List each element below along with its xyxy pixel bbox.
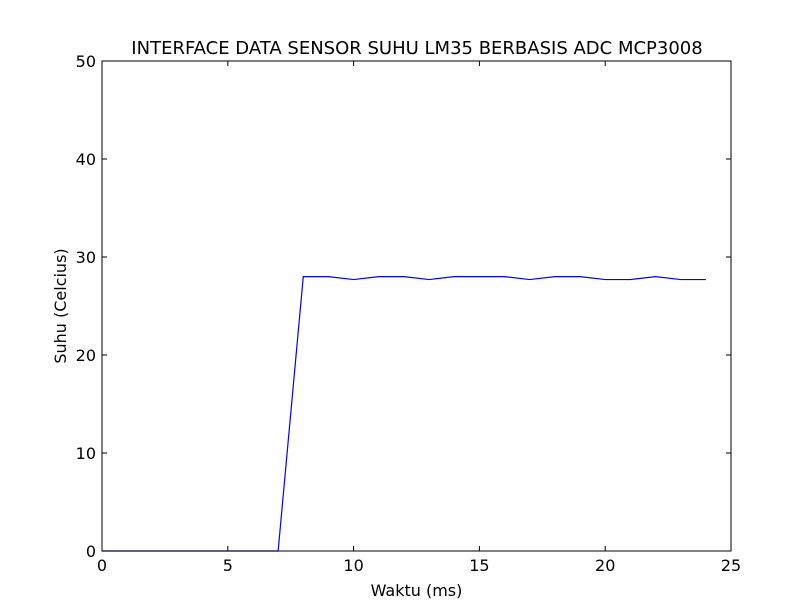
plot-area: 0 5 10 15 20 25 0 10 20 30 40 50 xyxy=(76,52,742,575)
x-tick-label: 20 xyxy=(595,556,615,575)
x-tick-label: 15 xyxy=(469,556,489,575)
x-tick-label: 0 xyxy=(97,556,107,575)
x-tick-label: 5 xyxy=(223,556,233,575)
ticks-layer: 0 5 10 15 20 25 0 10 20 30 40 50 xyxy=(76,52,742,575)
y-tick-label: 10 xyxy=(76,444,96,463)
chart-title: INTERFACE DATA SENSOR SUHU LM35 BERBASIS… xyxy=(131,38,702,59)
y-tick-label: 40 xyxy=(76,150,96,169)
y-axis-label: Suhu (Celcius) xyxy=(51,248,70,363)
y-tick-label: 0 xyxy=(86,542,96,561)
x-axis-label: Waktu (ms) xyxy=(371,581,463,600)
y-tick-label: 50 xyxy=(76,52,96,71)
y-tick-label: 30 xyxy=(76,248,96,267)
y-tick-label: 20 xyxy=(76,346,96,365)
x-tick-label: 10 xyxy=(343,556,363,575)
plot-frame xyxy=(101,60,732,552)
x-tick-label: 25 xyxy=(721,556,741,575)
